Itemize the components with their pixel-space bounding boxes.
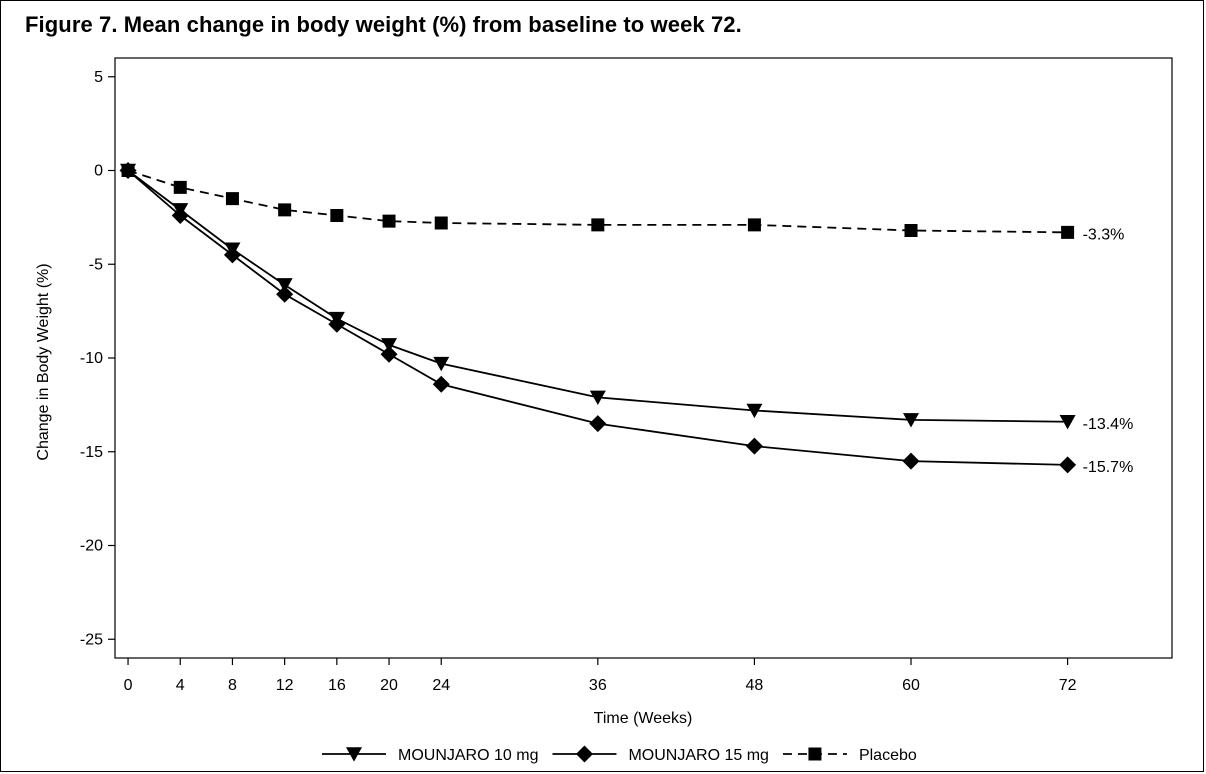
legend-label: MOUNJARO 10 mg <box>398 747 538 764</box>
y-tick-label: -5 <box>89 256 103 273</box>
data-point-marker <box>328 315 346 333</box>
legend-label: MOUNJARO 15 mg <box>628 747 768 764</box>
x-tick-label: 0 <box>124 677 133 694</box>
x-tick-label: 36 <box>589 677 607 694</box>
legend-label: Placebo <box>859 747 917 764</box>
data-point-marker <box>382 214 396 228</box>
data-point-marker <box>278 203 292 217</box>
series-placebo: -3.3% <box>121 164 1125 243</box>
data-point-marker <box>173 180 187 194</box>
x-tick-label: 24 <box>432 677 450 694</box>
figure-title: Figure 7. Mean change in body weight (%)… <box>25 12 742 37</box>
series-line <box>127 169 1068 234</box>
legend-item: Placebo <box>782 747 917 764</box>
data-point-marker <box>171 207 189 224</box>
series-mounjaro-10-mg: -13.4% <box>120 163 1134 433</box>
data-point-marker <box>903 413 920 428</box>
x-tick-label: 48 <box>746 677 764 694</box>
data-point-marker <box>745 437 763 455</box>
y-tick-label: 5 <box>94 69 103 86</box>
x-tick-label: 4 <box>176 677 185 694</box>
data-point-marker <box>591 218 605 232</box>
y-axis: 5 0 -5 -10 -15 -20 -25 <box>80 69 115 648</box>
x-tick-label: 16 <box>328 677 346 694</box>
legend-item: MOUNJARO 10 mg <box>322 747 538 764</box>
y-tick-label: -15 <box>80 444 103 461</box>
data-point-marker <box>432 375 450 393</box>
end-value-label: -13.4% <box>1083 416 1134 433</box>
plot-area <box>114 57 1173 659</box>
legend-marker <box>808 747 822 761</box>
series-mounjaro-15-mg: -15.7% <box>119 162 1134 476</box>
data-point-marker <box>433 356 450 372</box>
y-tick-label: -25 <box>80 631 103 648</box>
data-point-marker <box>1059 414 1076 430</box>
data-point-marker <box>434 216 448 230</box>
data-point-marker <box>225 192 239 206</box>
y-tick-label: -20 <box>80 538 103 555</box>
x-tick-label: 72 <box>1059 677 1077 694</box>
data-point-marker <box>902 452 920 470</box>
y-tick-label: 0 <box>94 163 103 180</box>
x-axis-label: Time (Weeks) <box>594 710 693 727</box>
x-tick-label: 60 <box>902 677 920 694</box>
y-tick-label: -10 <box>80 350 103 367</box>
data-point-marker <box>1061 225 1075 239</box>
data-point-marker <box>330 209 344 222</box>
data-point-marker <box>904 224 918 237</box>
x-axis: 0 4 8 12 16 20 24 36 48 60 72 <box>124 658 1077 694</box>
data-point-marker <box>223 246 241 264</box>
data-point-marker <box>589 390 606 405</box>
legend-marker <box>346 747 362 762</box>
end-value-label: -3.3% <box>1083 226 1125 243</box>
series-line <box>127 169 1068 423</box>
data-point-marker <box>589 415 607 433</box>
data-point-marker <box>276 278 293 293</box>
x-tick-label: 12 <box>276 677 294 694</box>
y-axis-label: Change in Body Weight (%) <box>35 263 52 460</box>
legend: MOUNJARO 10 mg MOUNJARO 15 mg Placebo <box>322 745 917 764</box>
data-point-marker <box>381 338 398 353</box>
data-point-marker <box>746 403 763 419</box>
end-value-label: -15.7% <box>1083 459 1134 476</box>
series-layer: -13.4% -15.7% -3.3% <box>119 162 1134 476</box>
data-point-marker <box>1059 456 1077 474</box>
data-point-marker <box>121 164 135 177</box>
data-point-marker <box>747 218 761 232</box>
legend-marker <box>575 745 593 763</box>
data-point-marker <box>380 345 398 363</box>
x-tick-label: 20 <box>380 677 398 694</box>
data-point-marker <box>276 285 294 303</box>
x-tick-label: 8 <box>228 677 237 694</box>
legend-item: MOUNJARO 15 mg <box>552 745 769 764</box>
